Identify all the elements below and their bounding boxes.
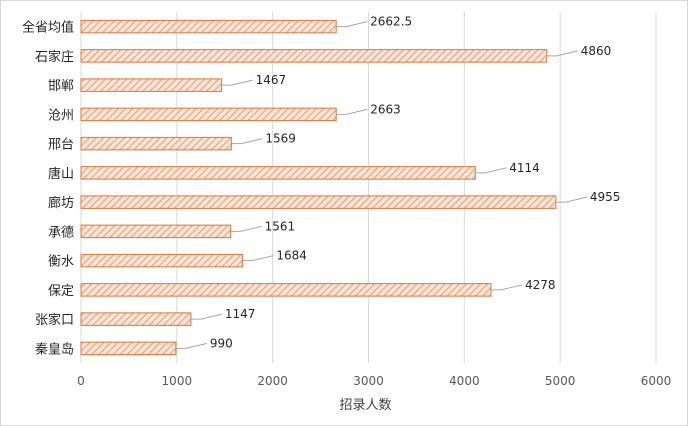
bar-7 — [80, 224, 232, 239]
leader-line-8 — [242, 255, 274, 262]
category-label-6: 廊坊 — [48, 195, 74, 211]
bar-8 — [80, 253, 243, 268]
leader-line-9 — [490, 284, 523, 291]
data-label-0: 2662.5 — [370, 15, 412, 29]
bar-5 — [80, 166, 476, 180]
bar-4 — [80, 136, 232, 151]
category-label-8: 衡水 — [48, 255, 74, 270]
category-label-0: 全省均值 — [22, 20, 74, 36]
leader-line-1 — [546, 50, 578, 57]
data-label-4: 1569 — [265, 132, 296, 146]
leader-line-4 — [231, 138, 263, 145]
leader-line-3 — [336, 108, 368, 115]
data-label-8: 1684 — [276, 249, 307, 263]
data-label-2: 1467 — [256, 73, 287, 87]
data-label-1: 4860 — [581, 44, 612, 58]
category-label-7: 承德 — [48, 225, 74, 240]
leader-lines — [175, 21, 587, 349]
x-tick-label-1: 1000 — [162, 374, 193, 388]
x-tick-labels: 0 1000 2000 3000 4000 5000 6000 — [77, 374, 671, 388]
data-label-7: 1561 — [265, 219, 296, 233]
leader-line-5 — [475, 167, 507, 174]
category-label-1: 石家庄 — [35, 49, 74, 65]
leader-line-6 — [555, 196, 587, 203]
data-label-10: 1147 — [225, 307, 256, 321]
category-label-10: 张家口 — [35, 312, 74, 328]
x-tick-label-0: 0 — [77, 374, 85, 388]
bar-0 — [80, 19, 337, 34]
data-label-9: 4278 — [525, 278, 556, 292]
leader-line-0 — [336, 21, 368, 28]
category-label-2: 邯郸 — [48, 79, 74, 94]
x-axis-title: 招录人数 — [339, 398, 391, 413]
gridlines — [80, 12, 657, 363]
leader-line-10 — [190, 313, 223, 320]
bar-9 — [80, 283, 492, 297]
leader-line-2 — [221, 79, 253, 86]
category-label-3: 沧州 — [48, 107, 74, 123]
x-tick-label-6: 6000 — [641, 374, 672, 388]
x-tick-label-3: 3000 — [353, 374, 384, 388]
leader-line-7 — [230, 225, 262, 232]
bar-10 — [80, 312, 192, 326]
x-tick-label-4: 4000 — [449, 374, 480, 388]
bars — [80, 19, 557, 356]
category-label-4: 邢台 — [48, 138, 74, 153]
bar-6 — [80, 195, 557, 209]
x-tick-label-2: 2000 — [257, 374, 288, 388]
category-label-9: 保定 — [48, 284, 74, 299]
data-label-3: 2663 — [370, 102, 401, 116]
leader-line-11 — [175, 342, 207, 349]
bar-11 — [80, 341, 177, 356]
category-label-11: 秦皇岛 — [35, 341, 74, 357]
data-labels: 2662.5 4860 1467 2663 1569 4114 4955 1561 1684 42… — [210, 15, 621, 351]
data-label-5: 4114 — [509, 161, 540, 175]
data-label-6: 4955 — [590, 190, 621, 204]
bar-1 — [80, 49, 548, 63]
category-label-5: 唐山 — [48, 166, 74, 182]
x-tick-label-5: 5000 — [545, 374, 576, 388]
data-label-11: 990 — [210, 336, 233, 350]
bar-3 — [80, 107, 337, 122]
bar-2 — [80, 78, 223, 92]
